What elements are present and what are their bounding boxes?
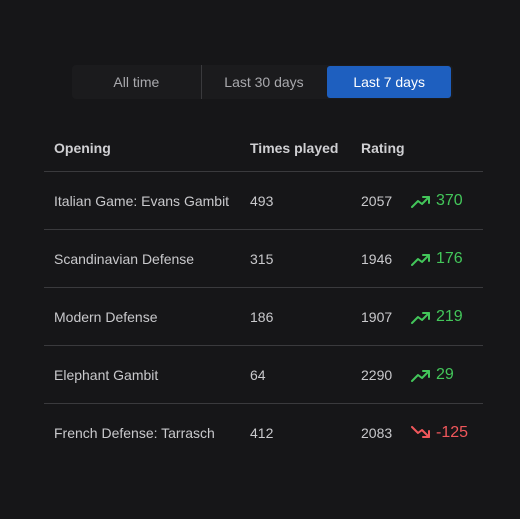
rating-change: 219 (411, 308, 463, 326)
opening-name: French Defense: Tarrasch (54, 424, 215, 441)
opening-name: Italian Game: Evans Gambit (44, 171, 250, 230)
opening-name: Modern Defense (44, 287, 250, 346)
time-range-selector: All time Last 30 days Last 7 days (72, 65, 453, 99)
rating-value: 2057 (361, 192, 393, 209)
rating-group: 2290 29 (361, 366, 483, 384)
table-row: Italian Game: Evans Gambit 493 2057 370 (44, 171, 483, 230)
table-row: Scandinavian Defense 315 1946 176 (44, 229, 483, 288)
trending-up-icon (411, 195, 430, 208)
times-played: 315 (250, 229, 361, 288)
opening-name: Scandinavian Defense (44, 229, 250, 288)
times-played: 412 (250, 424, 274, 441)
rating-value: 2083 (361, 424, 393, 441)
rating-cell: 2057 370 (361, 171, 483, 230)
rating-cell: 1946 176 (361, 229, 483, 288)
rating-group: 1946 176 (361, 250, 483, 268)
rating-change: 176 (411, 250, 463, 268)
times-played: 64 (250, 345, 361, 404)
header-times-played: Times played (250, 125, 361, 172)
table-header-row: Opening Times played Rating (44, 125, 483, 172)
times-played: 186 (250, 287, 361, 346)
rating-change-value: 370 (436, 191, 463, 209)
rating-change-value: -125 (436, 423, 469, 441)
rating-group: 2057 370 (361, 192, 483, 210)
rating-value: 1946 (361, 250, 393, 267)
times-played: 493 (250, 171, 361, 230)
rating-change: -125 (411, 424, 468, 442)
header-opening: Opening (44, 125, 250, 172)
rating-value: 2290 (361, 366, 393, 383)
rating-change-value: 29 (436, 365, 454, 383)
table-row: French Defense: Tarrasch 412 2083 -125 (44, 404, 483, 462)
openings-table: Opening Times played Rating Italian Game… (44, 125, 483, 461)
tab-last-30-days[interactable]: Last 30 days (200, 65, 327, 99)
table-row: Modern Defense 186 1907 219 (44, 287, 483, 346)
rating-change-value: 176 (436, 249, 463, 267)
rating-group: 1907 219 (361, 308, 483, 326)
trending-up-icon (411, 253, 430, 266)
opening-name: Elephant Gambit (44, 345, 250, 404)
header-rating: Rating (361, 125, 483, 172)
rating-cell: 2290 29 (361, 345, 483, 404)
rating-change: 370 (411, 192, 463, 210)
tab-all-time[interactable]: All time (113, 74, 160, 90)
rating-cell: 2083 -125 (361, 404, 483, 462)
rating-change: 29 (411, 366, 454, 384)
trending-up-icon (411, 369, 430, 382)
rating-change-value: 219 (436, 307, 463, 325)
rating-value: 1907 (361, 308, 393, 325)
rating-group: 2083 -125 (361, 424, 483, 442)
table-row: Elephant Gambit 64 2290 29 (44, 345, 483, 404)
rating-cell: 1907 219 (361, 287, 483, 346)
tab-last-7-days[interactable]: Last 7 days (327, 66, 451, 98)
trending-up-icon (411, 311, 430, 324)
trending-down-icon (411, 425, 430, 438)
